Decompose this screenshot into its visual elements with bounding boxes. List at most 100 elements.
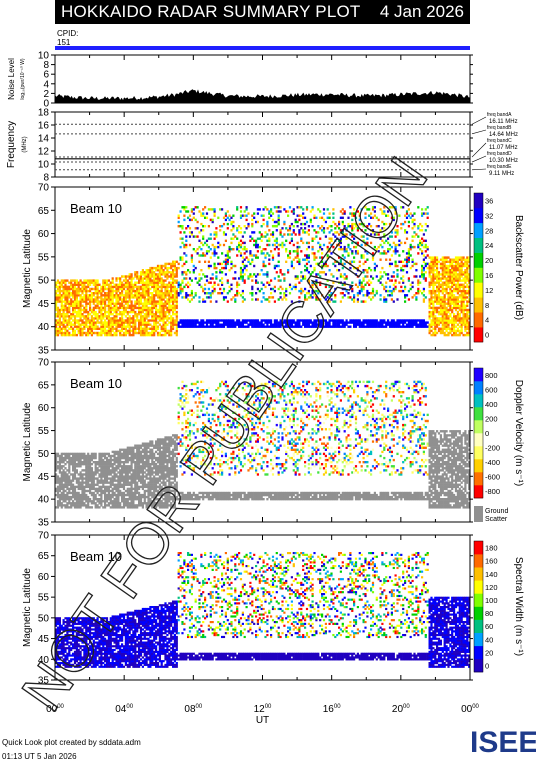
data-cell [85,469,88,472]
data-cell [143,319,146,322]
data-cell [224,273,227,276]
data-cell [305,258,309,261]
data-cell [66,487,69,491]
data-cell [81,323,84,326]
data-cell [56,333,60,337]
data-cell [421,269,424,272]
data-cell [283,208,286,211]
data-cell [322,271,326,274]
data-cell [441,315,444,318]
data-cell [462,302,465,305]
data-cell [353,227,356,230]
data-cell [394,281,397,284]
data-cell [113,302,116,305]
data-cell [311,252,314,255]
data-cell [338,222,341,226]
data-cell [454,256,458,259]
data-cell [432,277,435,280]
data-cell [256,208,259,211]
data-cell [115,308,118,312]
data-cell [456,285,459,289]
data-cell [119,302,122,305]
data-cell [411,323,414,326]
beam-label: Beam 10 [70,201,122,216]
data-cell [70,304,73,307]
data-cell [62,315,65,318]
data-cell [351,229,354,232]
data-cell [83,289,86,293]
data-cell [415,325,418,328]
data-cell [56,491,60,495]
data-cell [55,475,58,478]
data-cell [349,262,352,266]
data-cell [347,292,350,295]
data-cell [207,292,210,295]
data-cell [243,281,246,284]
data-cell [141,269,144,272]
data-cell [121,292,124,295]
data-cell [264,231,267,234]
data-cell [72,333,75,337]
data-cell [356,250,359,253]
data-cell [198,245,201,249]
data-cell [392,319,395,322]
data-cell [90,317,93,320]
data-cell [202,214,205,217]
data-cell [77,287,80,291]
data-cell [85,323,88,326]
data-cell [354,245,358,249]
data-cell [124,294,127,297]
data-cell [417,235,420,238]
data-cell [273,289,276,293]
data-cell [60,315,63,318]
data-cell [55,465,58,468]
data-cell [200,325,203,328]
data-cell [221,252,224,255]
data-cell [298,296,301,299]
data-cell [356,321,359,324]
data-cell [132,285,135,289]
data-cell [402,275,405,278]
data-cell [439,277,442,280]
data-cell [251,218,254,222]
data-cell [353,321,356,324]
data-cell [170,298,173,301]
data-cell [396,231,399,234]
data-cell [107,315,110,318]
data-cell [468,294,471,297]
data-cell [107,313,110,316]
data-cell [173,289,176,293]
data-cell [66,289,69,293]
data-cell [354,319,358,322]
data-cell [256,281,259,284]
data-cell [62,479,65,482]
data-cell [437,329,441,333]
data-cell [104,285,107,289]
data-cell [217,241,220,245]
data-cell [275,206,278,209]
data-cell [413,321,416,324]
data-cell [60,491,63,495]
data-cell [417,252,420,255]
data-cell [324,283,327,286]
data-cell [132,333,135,337]
data-cell [73,279,77,282]
data-cell [326,300,329,303]
data-cell [139,298,143,301]
data-cell [153,313,156,316]
data-cell [87,463,90,466]
data-cell [222,266,226,270]
data-cell [305,319,309,322]
data-cell [166,285,169,289]
data-cell [451,321,454,324]
data-cell [162,313,165,316]
data-cell [198,254,201,257]
data-cell [168,313,171,316]
data-cell [285,323,288,326]
data-cell [55,289,58,293]
data-cell [100,300,103,303]
data-cell [464,279,467,282]
data-cell [394,260,397,263]
data-cell [55,308,58,312]
data-cell [339,239,342,242]
